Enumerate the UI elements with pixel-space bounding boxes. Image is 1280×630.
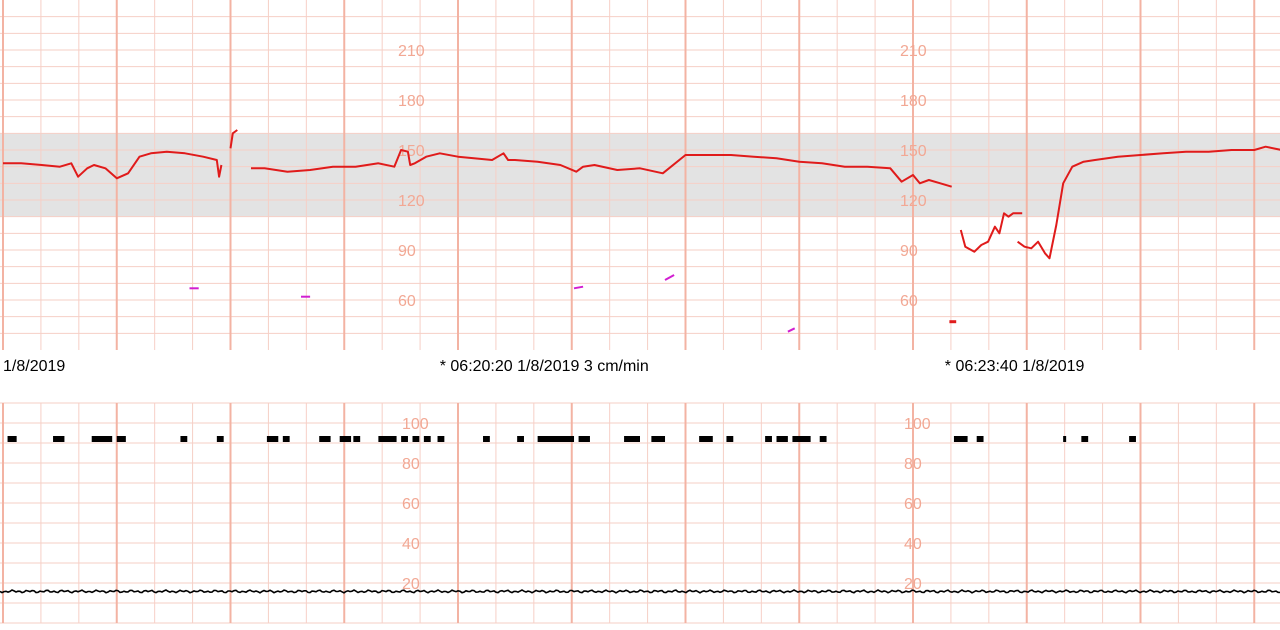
ua-tick-label: 100 [904, 416, 931, 433]
ua-event-mark [792, 436, 811, 442]
fhr-tick-label: 150 [900, 143, 927, 160]
ua-tick-label: 20 [402, 576, 420, 593]
ua-event-mark [91, 436, 113, 442]
ua-event-mark [437, 436, 445, 442]
ua-event-marks [7, 436, 1136, 442]
ua-event-mark [726, 436, 734, 442]
ua-event-mark [116, 436, 126, 442]
ua-event-mark [1129, 436, 1136, 442]
ua-tick-label: 20 [904, 576, 922, 593]
fhr-tick-label: 60 [398, 293, 416, 310]
ua-event-mark [412, 436, 420, 442]
fhr-tick-label: 150 [398, 143, 425, 160]
ua-tick-label: 60 [904, 496, 922, 513]
ua-event-mark [353, 436, 361, 442]
ua-event-mark [1081, 436, 1089, 442]
fhr-tick-label: 60 [900, 293, 918, 310]
time-stamp: * 06:20:20 1/8/2019 3 cm/min [440, 358, 649, 375]
fhr-tick-labels: 60 90 120 150 180 210 60 90 120 150 180 210 [398, 43, 927, 310]
ua-event-mark [537, 436, 575, 442]
ua-event-mark [53, 436, 65, 442]
fhr-trace-segment [1017, 145, 1280, 260]
ua-tick-label: 80 [402, 456, 420, 473]
date-label: 1/8/2019 [3, 358, 65, 375]
ua-event-mark [180, 436, 188, 442]
fhr-tick-label: 90 [398, 243, 416, 260]
fetal-heart-rate-panel: 60 90 120 150 180 210 60 90 120 150 180 210 [0, 0, 1280, 350]
ua-event-mark [401, 436, 408, 442]
ua-event-mark [483, 436, 490, 442]
ua-event-mark [765, 436, 772, 442]
time-stamp: * 06:23:40 1/8/2019 [945, 358, 1085, 375]
fhr-tick-label: 210 [398, 43, 425, 60]
normal-range-band [0, 133, 1280, 217]
ua-event-mark [776, 436, 788, 442]
fhr-trace-segment [229, 129, 238, 149]
ua-event-mark [378, 436, 397, 442]
ua-event-mark [517, 436, 524, 442]
fhr-tick-label: 210 [900, 43, 927, 60]
fhr-tick-label: 180 [900, 93, 927, 110]
fhr-grid [0, 0, 1280, 350]
ua-tick-label: 60 [402, 496, 420, 513]
time-stamp-row: 1/8/2019 * 06:20:20 1/8/2019 3 cm/min * 0… [3, 358, 1085, 375]
fhr-trace-segment [664, 274, 675, 281]
ua-series [0, 589, 1280, 594]
fhr-trace-segment [3, 150, 223, 180]
ua-grid [0, 402, 1280, 624]
fhr-trace-segment [959, 212, 1023, 253]
ua-tick-labels: 20 40 60 80 100 20 40 60 80 100 [402, 416, 931, 593]
ua-event-mark [266, 436, 279, 442]
ua-event-mark [339, 436, 352, 442]
ua-tick-label: 80 [904, 456, 922, 473]
fhr-trace-segment [787, 327, 796, 333]
ua-tick-label: 40 [904, 536, 922, 553]
fhr-tick-label: 180 [398, 93, 425, 110]
ua-event-mark [319, 436, 331, 442]
ua-event-mark [578, 436, 590, 442]
ua-event-mark [819, 436, 827, 442]
ua-trace [0, 589, 1280, 594]
ua-event-mark [699, 436, 713, 442]
ua-tick-label: 100 [402, 416, 429, 433]
fhr-series [3, 129, 1280, 333]
uterine-activity-panel: 20 40 60 80 100 20 40 60 80 100 [0, 402, 1280, 624]
ua-event-mark [651, 436, 666, 442]
fhr-trace-segment [251, 149, 952, 188]
ua-event-mark [216, 436, 224, 442]
ua-event-mark [1063, 436, 1067, 442]
ua-event-mark [624, 436, 640, 442]
fhr-tick-label: 90 [900, 243, 918, 260]
fhr-tick-label: 120 [398, 193, 425, 210]
ua-event-mark [953, 436, 968, 442]
fhr-trace-segment [573, 285, 584, 290]
ua-tick-label: 40 [402, 536, 420, 553]
ua-event-mark [7, 436, 17, 442]
ua-event-mark [976, 436, 984, 442]
ua-event-mark [282, 436, 290, 442]
fhr-tick-label: 120 [900, 193, 927, 210]
ua-event-mark [423, 436, 431, 442]
